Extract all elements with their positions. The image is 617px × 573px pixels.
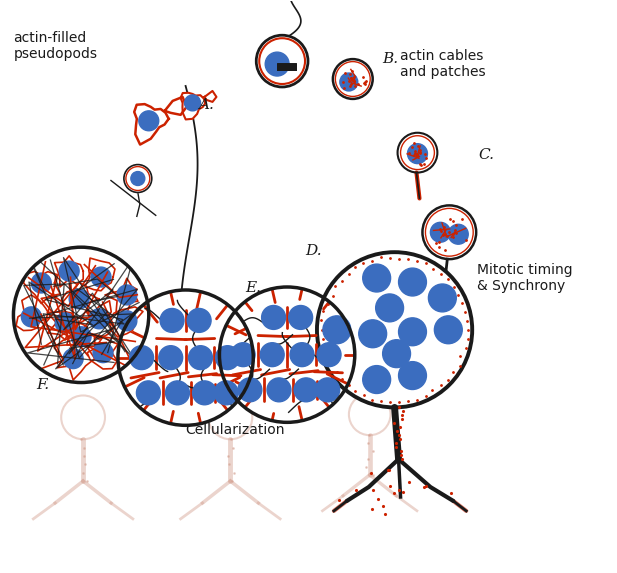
Circle shape: [449, 224, 468, 244]
Circle shape: [91, 267, 111, 287]
Polygon shape: [16, 295, 51, 331]
Circle shape: [59, 261, 79, 281]
Circle shape: [317, 252, 472, 407]
Circle shape: [238, 378, 262, 402]
Circle shape: [209, 395, 252, 439]
Circle shape: [376, 294, 404, 322]
Polygon shape: [62, 282, 99, 318]
Text: C.: C.: [478, 148, 494, 162]
Text: B.: B.: [383, 52, 399, 66]
Circle shape: [265, 52, 289, 76]
Circle shape: [256, 35, 308, 87]
Circle shape: [363, 366, 391, 394]
Text: Mitotic timing
& Synchrony: Mitotic timing & Synchrony: [477, 263, 573, 293]
Text: actin cables
and patches: actin cables and patches: [400, 49, 485, 79]
Circle shape: [358, 320, 387, 348]
Circle shape: [215, 346, 239, 370]
Circle shape: [69, 289, 89, 309]
Polygon shape: [48, 312, 77, 340]
Polygon shape: [181, 93, 205, 119]
Circle shape: [317, 343, 341, 367]
Circle shape: [71, 327, 91, 347]
Polygon shape: [85, 258, 115, 291]
Circle shape: [56, 313, 75, 333]
Circle shape: [231, 343, 255, 367]
Circle shape: [407, 144, 428, 164]
Circle shape: [160, 308, 184, 332]
Circle shape: [31, 273, 51, 293]
Circle shape: [294, 378, 318, 402]
Circle shape: [363, 264, 391, 292]
Text: actin-filled
pseudopods: actin-filled pseudopods: [14, 32, 97, 61]
Polygon shape: [23, 272, 60, 304]
Circle shape: [131, 171, 145, 186]
Circle shape: [139, 111, 159, 131]
Circle shape: [316, 378, 339, 402]
Polygon shape: [67, 324, 103, 347]
Circle shape: [428, 284, 457, 312]
Circle shape: [93, 343, 113, 363]
Circle shape: [260, 343, 284, 367]
Circle shape: [189, 346, 212, 370]
Circle shape: [130, 346, 154, 370]
Circle shape: [117, 285, 137, 305]
Polygon shape: [109, 307, 143, 337]
Text: E.: E.: [246, 281, 262, 295]
Text: Cellularization: Cellularization: [186, 423, 285, 437]
Text: D.: D.: [305, 244, 321, 258]
Circle shape: [399, 268, 426, 296]
Circle shape: [63, 349, 83, 368]
Circle shape: [323, 316, 351, 344]
Text: A.: A.: [199, 98, 215, 112]
Circle shape: [349, 394, 391, 435]
Circle shape: [423, 205, 476, 259]
Circle shape: [340, 73, 358, 91]
Polygon shape: [165, 97, 186, 115]
Circle shape: [431, 222, 450, 242]
Circle shape: [214, 381, 238, 405]
Circle shape: [159, 346, 183, 370]
Polygon shape: [84, 301, 114, 339]
Circle shape: [61, 395, 105, 439]
Circle shape: [184, 95, 201, 111]
Circle shape: [399, 318, 426, 346]
Polygon shape: [204, 91, 217, 102]
Polygon shape: [105, 278, 138, 314]
Polygon shape: [87, 336, 118, 369]
Circle shape: [165, 381, 189, 405]
Text: F.: F.: [36, 379, 49, 393]
Circle shape: [267, 378, 291, 402]
Circle shape: [289, 305, 313, 329]
Circle shape: [397, 133, 437, 172]
Circle shape: [434, 316, 462, 344]
Circle shape: [14, 247, 149, 383]
Circle shape: [22, 307, 41, 327]
Circle shape: [117, 311, 137, 331]
Circle shape: [262, 305, 286, 329]
Polygon shape: [54, 256, 83, 287]
Circle shape: [290, 343, 314, 367]
Circle shape: [333, 59, 373, 99]
Circle shape: [118, 290, 253, 425]
Circle shape: [220, 287, 355, 422]
Circle shape: [193, 381, 217, 405]
Circle shape: [136, 381, 160, 405]
Circle shape: [383, 340, 410, 368]
Circle shape: [89, 309, 109, 329]
Circle shape: [399, 362, 426, 390]
Polygon shape: [135, 104, 168, 144]
Circle shape: [124, 164, 152, 193]
Circle shape: [187, 308, 211, 332]
Polygon shape: [54, 337, 95, 380]
